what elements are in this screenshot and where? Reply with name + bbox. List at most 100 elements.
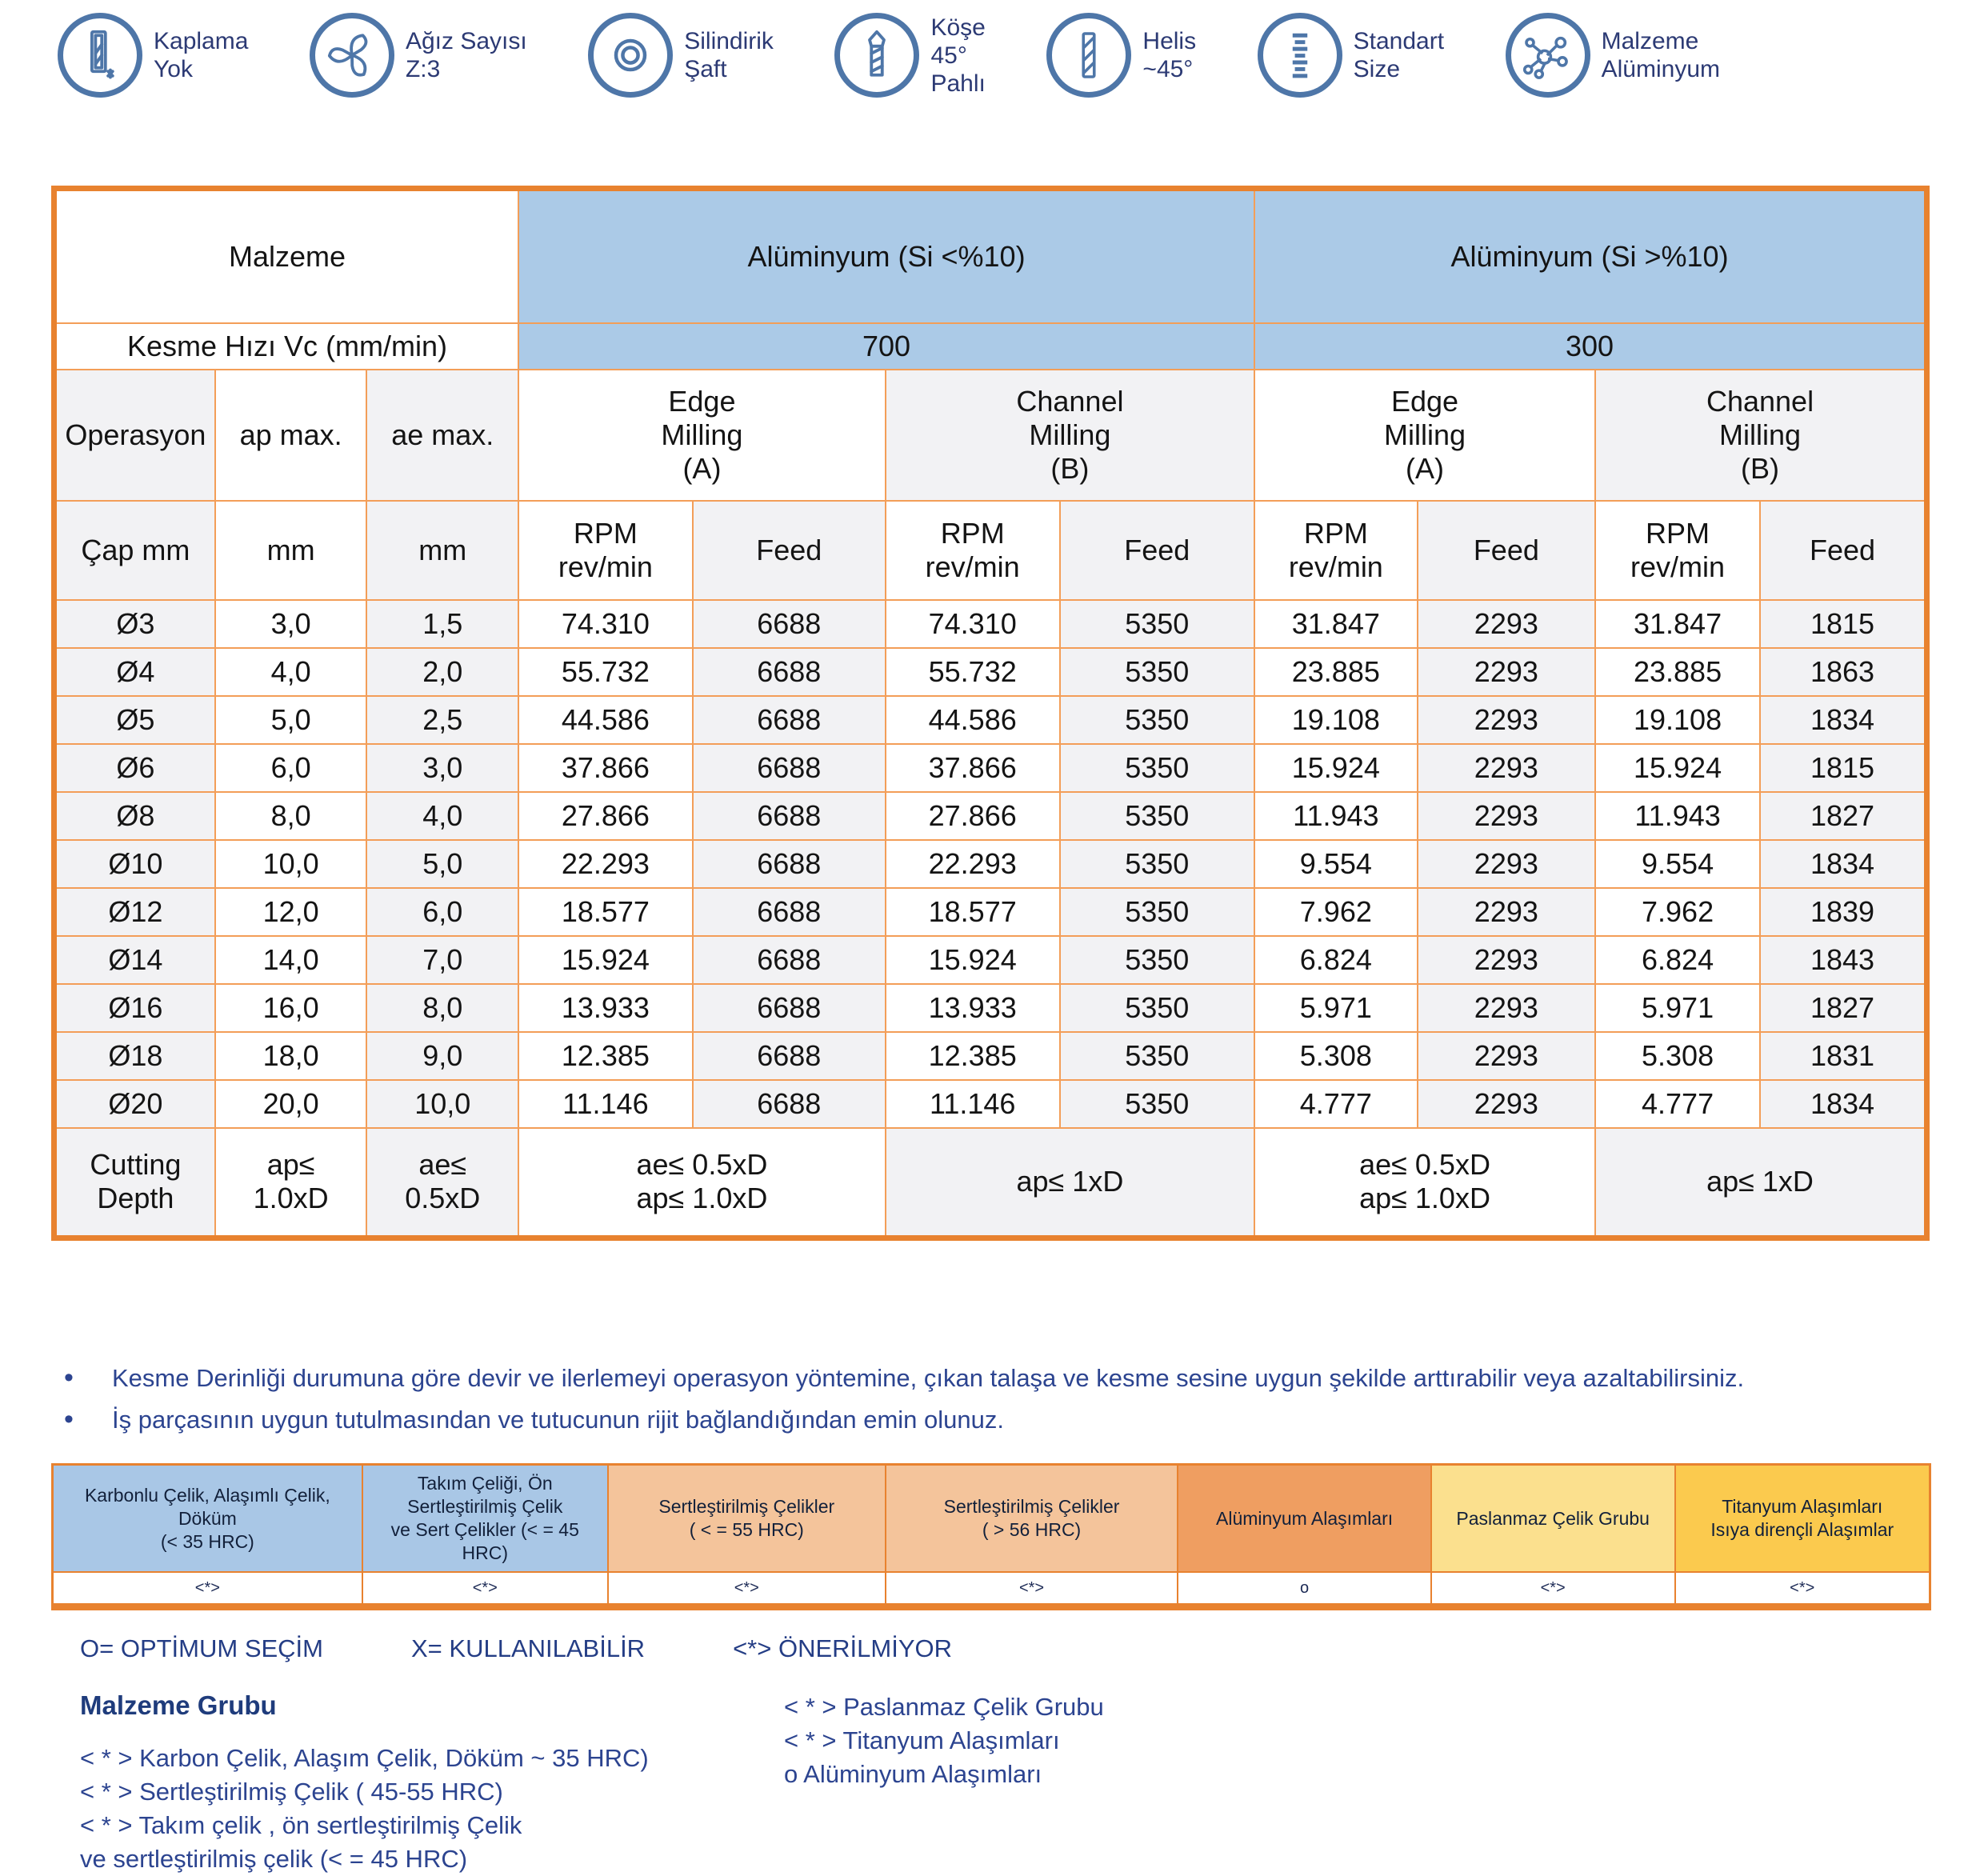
diameter-cell: Ø3 [53, 598, 216, 649]
value-cell: 1834 [1759, 1078, 1928, 1129]
feature-helix: Helis ~45° [1046, 13, 1196, 98]
material-legend-cell: Sertleştirilmiş Çelikler ( < = 55 HRC) [608, 1466, 886, 1571]
value-cell: 7.962 [1254, 886, 1418, 937]
note-item: • İş parçasının uygun tutulmasından ve t… [64, 1404, 1920, 1436]
diameter-cell: Ø8 [53, 790, 216, 841]
note-text: İş parçasının uygun tutulmasından ve tut… [112, 1406, 1005, 1434]
legend-symbol-cell: <*> [1432, 1573, 1676, 1603]
edge-milling-header-1: Edge Milling (A) [518, 368, 886, 502]
group2-header-cell: Alüminyum (Si >%10) [1254, 187, 1928, 324]
material-group: Malzeme Grubu < * > Karbon Çelik, Alaşım… [80, 1690, 1984, 1876]
value-cell: 55.732 [518, 646, 694, 697]
value-cell: 1827 [1759, 790, 1928, 841]
value-cell: 5350 [1058, 694, 1256, 745]
value-cell: 7,0 [366, 934, 520, 985]
value-cell: 31.847 [1254, 598, 1418, 649]
material-header-cell: Malzeme [53, 187, 520, 324]
icon-label: Köşe 45° Pahlı [930, 14, 986, 97]
value-cell: 2,5 [366, 694, 520, 745]
material-legend-symbols: <*> <*> <*> <*> o <*> <*> [54, 1571, 1929, 1603]
material-aluminium-icon [1505, 13, 1590, 98]
material-group-item: ve sertleştirilmiş çelik (< = 45 HRC) [80, 1845, 468, 1873]
value-cell: 12,0 [214, 886, 368, 937]
diameter-data-row: Ø10 10,0 5,0 22.293 6688 22.293 5350 9.554 2293 9… [53, 838, 1928, 889]
note-text: Kesme Derinliği durumuna göre devir ve i… [112, 1364, 1745, 1392]
value-cell: 5350 [1058, 838, 1256, 889]
value-cell: 2293 [1416, 790, 1597, 841]
icon-label: Ağız Sayısı Z:3 [405, 28, 527, 82]
value-cell: 4,0 [214, 646, 368, 697]
value-cell: 2293 [1416, 742, 1597, 793]
cutting-depth-channel-1: ap≤ 1xD [884, 1126, 1256, 1239]
edge-milling-header-2: Edge Milling (A) [1253, 368, 1597, 502]
value-cell: 31.847 [1594, 598, 1762, 649]
value-cell: 12.385 [884, 1030, 1061, 1081]
value-cell: 15.924 [518, 934, 694, 985]
value-cell: 5350 [1058, 1078, 1256, 1129]
rpm-header: RPM rev/min [884, 499, 1061, 601]
value-cell: 1839 [1759, 886, 1928, 937]
material-group-item: < * > Karbon Çelik, Alaşım Çelik, Döküm … [80, 1744, 649, 1772]
value-cell: 5,0 [214, 694, 368, 745]
value-cell: 5.971 [1254, 982, 1418, 1033]
material-legend-cell: Karbonlu Çelik, Alaşımlı Çelik, Döküm (<… [54, 1466, 363, 1571]
value-cell: 16,0 [214, 982, 368, 1033]
icon-label: Malzeme Alüminyum [1601, 28, 1720, 82]
value-cell: 3,0 [366, 742, 520, 793]
diameter-cell: Ø20 [53, 1078, 216, 1129]
value-cell: 1831 [1759, 1030, 1928, 1081]
value-cell: 15.924 [884, 934, 1061, 985]
diameter-cell: Ø16 [53, 982, 216, 1033]
cutting-depth-channel-2: ap≤ 1xD [1594, 1126, 1928, 1239]
note-item: • Kesme Derinliği durumuna göre devir ve… [64, 1362, 1920, 1394]
value-cell: 3,0 [214, 598, 368, 649]
value-cell: 2293 [1416, 598, 1597, 649]
diameter-data-row: Ø5 5,0 2,5 44.586 6688 44.586 5350 19.108 2293 19… [53, 694, 1928, 745]
helix-angle-icon [1046, 13, 1132, 98]
bullet-icon: • [64, 1362, 74, 1393]
value-cell: 5.308 [1254, 1030, 1418, 1081]
material-group-item: < * > Paslanmaz Çelik Grubu [784, 1693, 1104, 1721]
value-cell: 1,5 [366, 598, 520, 649]
value-cell: 37.866 [884, 742, 1061, 793]
value-cell: 1863 [1759, 646, 1928, 697]
units-header-row: Çap mm mm mm RPM rev/min Feed RPM rev/mi… [53, 499, 1928, 601]
value-cell: 4.777 [1254, 1078, 1418, 1129]
value-cell: 5350 [1058, 982, 1256, 1033]
value-cell: 6688 [691, 790, 886, 841]
diameter-cell: Ø14 [53, 934, 216, 985]
key-usable: X= KULLANILABİLİR [411, 1634, 646, 1662]
material-header-row: Malzeme Alüminyum (Si <%10) Alüminyum (S… [53, 187, 1928, 324]
legend-baseline [54, 1603, 1929, 1610]
diameter-header: Çap mm [53, 499, 216, 601]
value-cell: 6688 [691, 694, 886, 745]
legend-symbol-cell: <*> [609, 1573, 886, 1603]
value-cell: 74.310 [884, 598, 1061, 649]
value-cell: 10,0 [214, 838, 368, 889]
value-cell: 27.866 [884, 790, 1061, 841]
diameter-cell: Ø18 [53, 1030, 216, 1081]
cutting-depth-label: Cutting Depth [53, 1126, 216, 1239]
diameter-cell: Ø10 [53, 838, 216, 889]
material-legend-cell: Paslanmaz Çelik Grubu [1431, 1466, 1676, 1571]
value-cell: 44.586 [518, 694, 694, 745]
value-cell: 4.777 [1594, 1078, 1762, 1129]
value-cell: 5350 [1058, 886, 1256, 937]
material-legend-cell: Alüminyum Alaşımları [1178, 1466, 1432, 1571]
icon-label: Helis ~45° [1142, 28, 1197, 82]
value-cell: 6688 [691, 742, 886, 793]
bullet-icon: • [64, 1404, 74, 1434]
value-cell: 1827 [1759, 982, 1928, 1033]
icon-label: Standart Size [1353, 28, 1445, 82]
value-cell: 2293 [1416, 982, 1597, 1033]
value-cell: 2293 [1416, 886, 1597, 937]
corner-chamfer-icon [834, 13, 920, 98]
value-cell: 44.586 [884, 694, 1061, 745]
material-legend-labels: Karbonlu Çelik, Alaşımlı Çelik, Döküm (<… [54, 1466, 1929, 1571]
value-cell: 1834 [1759, 694, 1928, 745]
value-cell: 5350 [1058, 646, 1256, 697]
feature-coating: Kaplama Yok [58, 13, 248, 98]
value-cell: 2293 [1416, 1030, 1597, 1081]
feature-standard-size: Standart Size [1257, 13, 1445, 98]
value-cell: 9,0 [366, 1030, 520, 1081]
